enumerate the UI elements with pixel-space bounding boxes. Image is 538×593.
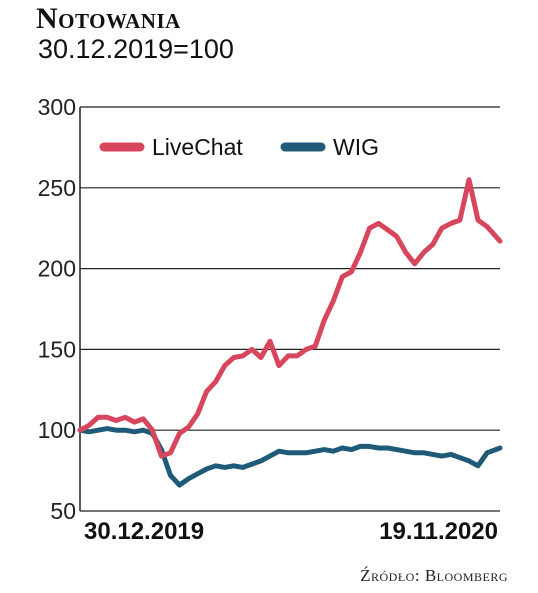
legend-label-livechat: LiveChat	[152, 134, 243, 160]
chart-subtitle: 30.12.2019=100	[38, 34, 234, 64]
y-tick-label: 200	[38, 256, 76, 282]
y-tick-label: 50	[50, 498, 76, 524]
x-axis-ticks: 30.12.2019 19.11.2020	[84, 518, 498, 545]
chart-title: Notowania	[36, 2, 181, 35]
series-lines	[77, 177, 503, 488]
y-tick-label: 300	[38, 94, 76, 120]
y-tick-label: 100	[38, 417, 76, 443]
y-tick-label: 150	[38, 336, 76, 362]
y-tick-label: 250	[38, 175, 76, 201]
grid-lines	[79, 106, 500, 512]
y-axis-ticks: 50 100 150 200 250 300	[38, 94, 76, 524]
legend-label-wig: WIG	[333, 134, 379, 160]
legend: LiveChat WIG	[99, 134, 379, 160]
x-tick-label: 19.11.2020	[379, 518, 498, 545]
series-line-wig	[77, 426, 503, 488]
x-tick-label: 30.12.2019	[84, 518, 204, 545]
source-note: Źródło: Bloomberg	[360, 566, 508, 585]
series-line-livechat	[77, 177, 503, 459]
